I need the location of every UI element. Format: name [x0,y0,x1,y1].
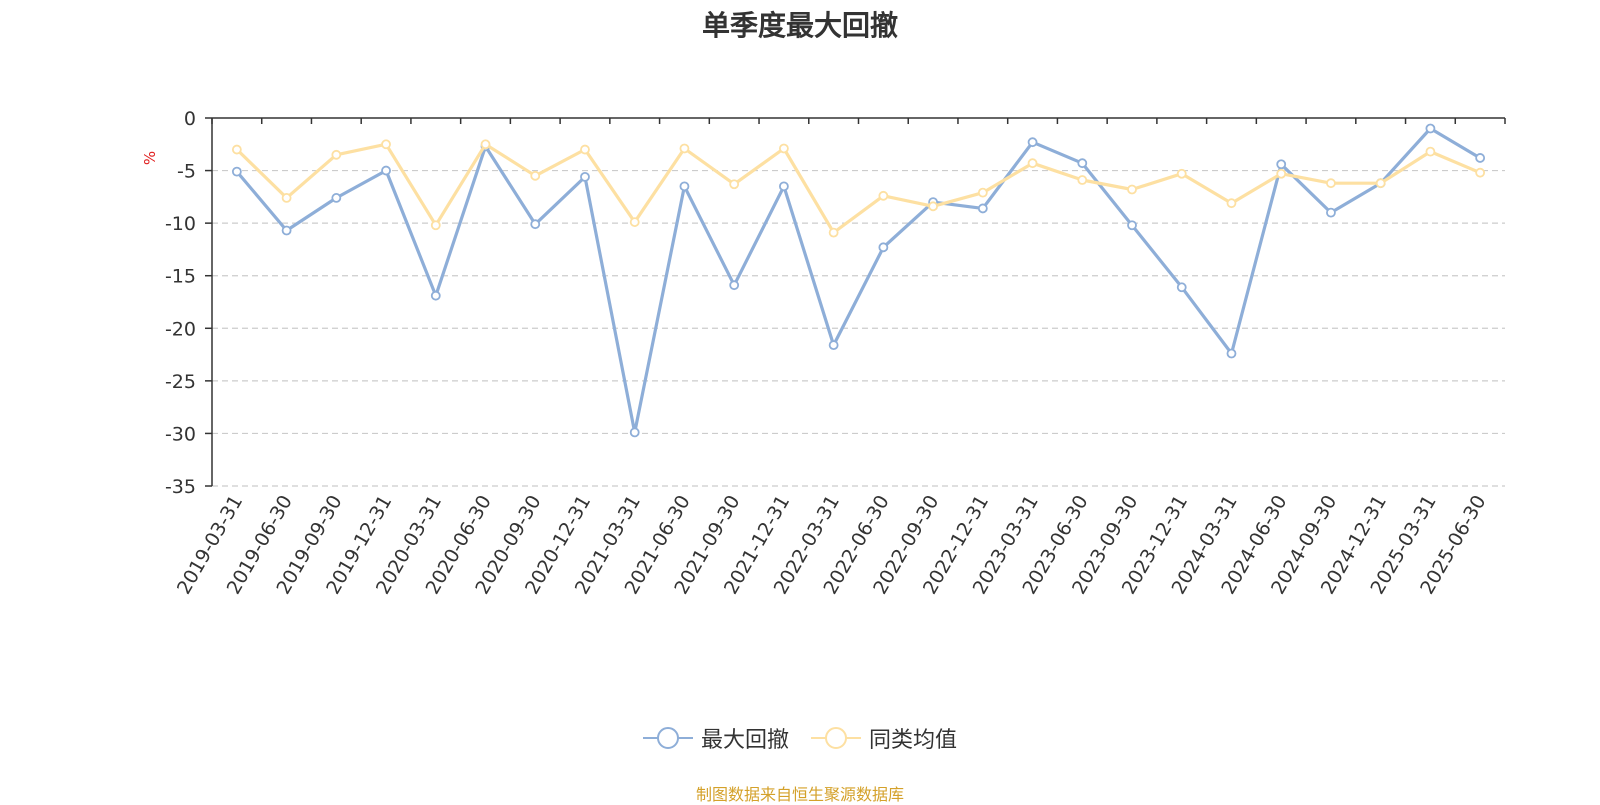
data-point [1326,207,1336,218]
y-tick-label: -25 [165,371,196,393]
y-tick-label: -5 [177,161,196,183]
legend-symbol-icon [811,727,861,749]
data-point [331,149,342,160]
legend-symbol-icon [642,727,693,749]
data-point [679,143,690,154]
series-line-2 [235,142,1481,235]
data-point [281,225,292,236]
data-point [1176,282,1187,293]
data-point [1027,137,1038,148]
data-point [580,144,590,155]
data-point [928,201,938,212]
data-point [1127,184,1137,195]
data-point [480,139,491,150]
data-point [530,170,541,181]
data-point [828,227,839,238]
data-point [878,242,889,253]
data-point [1326,178,1336,189]
data-point [1425,146,1436,157]
y-tick-label: -35 [165,476,196,498]
series-line-1 [235,126,1481,434]
legend-item-2[interactable]: 同类均值 [811,722,957,754]
data-point [1176,168,1187,179]
data-point [878,190,889,201]
data-point [281,193,292,203]
data-point [729,280,740,291]
y-tick-label: 0 [184,108,196,130]
legend: 最大回撤 同类均值 [0,722,1600,754]
data-point [1425,123,1436,134]
data-point [729,179,740,190]
data-point [1475,167,1486,178]
legend-label: 最大回撤 [700,728,789,753]
data-point [430,220,441,231]
data-point [679,181,690,192]
data-point [1127,220,1137,231]
y-tick-label: -30 [165,423,196,445]
y-tick-label: -10 [165,213,196,235]
data-point [530,219,541,230]
data-point [381,165,391,176]
data-point [779,181,789,192]
data-point [231,166,242,177]
y-tick-label: -15 [165,266,196,288]
data-point [1375,178,1386,189]
data-point [828,340,839,351]
data-point [1475,153,1486,163]
data-point [1276,159,1287,170]
data-point [1027,158,1038,169]
data-point [629,427,640,438]
y-tick-label: -20 [165,318,196,340]
data-point [1077,158,1088,169]
data-point [629,217,640,227]
source-note: 制图数据来自恒生聚源数据库 [695,785,904,804]
data-point [580,171,590,182]
legend-item-1[interactable]: 最大回撤 [642,722,789,754]
data-point [779,143,789,154]
data-point [977,187,988,198]
y-axis-unit: % [141,151,159,165]
data-point [1226,198,1237,209]
data-point [1276,168,1287,179]
data-point [977,203,988,214]
data-point [231,144,242,155]
data-point [381,139,391,150]
data-point [1077,175,1088,185]
data-point [1226,348,1237,359]
data-point [331,193,342,203]
data-point [430,290,441,301]
legend-label: 同类均值 [869,728,958,753]
chart-title: 单季度最大回撤 [701,9,898,42]
